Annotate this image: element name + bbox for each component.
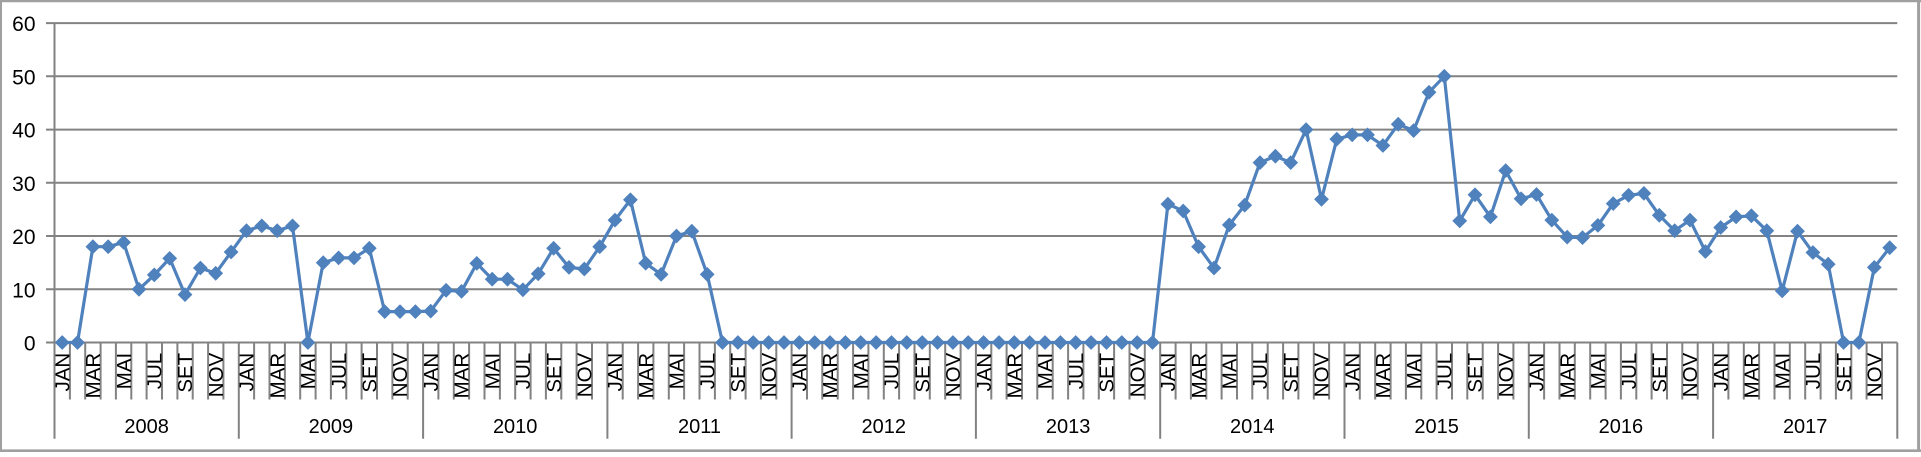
svg-text:2011: 2011 (678, 416, 721, 438)
svg-text:NOV: NOV (1311, 352, 1334, 397)
svg-text:NOV: NOV (1495, 352, 1518, 397)
svg-text:20: 20 (12, 226, 35, 249)
svg-text:NOV: NOV (205, 352, 228, 397)
svg-text:JAN: JAN (973, 353, 996, 392)
svg-text:SET: SET (174, 352, 197, 392)
svg-text:2015: 2015 (1414, 416, 1459, 438)
svg-text:MAI: MAI (666, 353, 689, 389)
svg-text:JAN: JAN (1526, 353, 1549, 392)
svg-text:MAI: MAI (481, 353, 504, 389)
svg-text:0: 0 (24, 333, 36, 356)
svg-text:JAN: JAN (1157, 353, 1180, 392)
svg-text:JAN: JAN (420, 353, 443, 392)
svg-text:NOV: NOV (1679, 352, 1702, 397)
svg-text:2013: 2013 (1046, 416, 1091, 438)
svg-text:SET: SET (727, 352, 750, 392)
svg-text:MAI: MAI (1587, 353, 1610, 389)
svg-text:SET: SET (1833, 352, 1856, 392)
svg-text:MAR: MAR (266, 353, 289, 399)
svg-text:2009: 2009 (309, 416, 354, 438)
svg-text:JUL: JUL (1618, 353, 1641, 389)
svg-text:2008: 2008 (124, 416, 169, 438)
svg-text:NOV: NOV (1864, 352, 1887, 397)
svg-text:SET: SET (1096, 352, 1119, 392)
svg-text:NOV: NOV (758, 352, 781, 397)
svg-text:JAN: JAN (1710, 353, 1733, 392)
svg-text:JAN: JAN (789, 353, 812, 392)
svg-text:NOV: NOV (389, 352, 412, 397)
svg-text:2010: 2010 (493, 416, 538, 438)
svg-text:40: 40 (12, 120, 35, 143)
svg-text:JUL: JUL (1434, 353, 1457, 389)
svg-text:MAR: MAR (1188, 353, 1211, 399)
svg-text:JUL: JUL (512, 353, 535, 389)
svg-text:SET: SET (911, 352, 934, 392)
svg-text:MAR: MAR (1004, 353, 1027, 399)
svg-text:MAI: MAI (1771, 353, 1794, 389)
svg-text:MAI: MAI (1219, 353, 1242, 389)
svg-text:MAR: MAR (1741, 353, 1764, 399)
svg-text:SET: SET (543, 352, 566, 392)
svg-text:MAI: MAI (850, 353, 873, 389)
svg-text:MAR: MAR (1372, 353, 1395, 399)
svg-text:MAR: MAR (1556, 353, 1579, 399)
svg-text:MAR: MAR (635, 353, 658, 399)
svg-text:JAN: JAN (51, 353, 74, 392)
svg-text:JAN: JAN (1341, 353, 1364, 392)
svg-text:SET: SET (1464, 352, 1487, 392)
svg-text:JUL: JUL (696, 353, 719, 389)
svg-text:MAI: MAI (1034, 353, 1057, 389)
svg-text:SET: SET (1649, 352, 1672, 392)
svg-text:2017: 2017 (1783, 416, 1828, 438)
svg-text:NOV: NOV (1126, 352, 1149, 397)
svg-text:50: 50 (12, 66, 35, 89)
svg-text:MAI: MAI (297, 353, 320, 389)
svg-text:JAN: JAN (236, 353, 259, 392)
svg-text:SET: SET (359, 352, 382, 392)
svg-text:10: 10 (12, 279, 35, 302)
svg-text:JUL: JUL (144, 353, 167, 389)
svg-text:MAI: MAI (1403, 353, 1426, 389)
svg-text:MAR: MAR (82, 353, 105, 399)
svg-text:MAR: MAR (451, 353, 474, 399)
svg-text:30: 30 (12, 173, 35, 196)
svg-text:NOV: NOV (942, 352, 965, 397)
svg-text:JAN: JAN (604, 353, 627, 392)
svg-text:MAI: MAI (113, 353, 136, 389)
svg-text:JUL: JUL (881, 353, 904, 389)
svg-text:60: 60 (12, 13, 35, 36)
svg-text:JUL: JUL (1249, 353, 1272, 389)
svg-text:JUL: JUL (1802, 353, 1825, 389)
svg-text:NOV: NOV (574, 352, 597, 397)
svg-text:MAR: MAR (819, 353, 842, 399)
svg-text:JUL: JUL (1065, 353, 1088, 389)
svg-text:2012: 2012 (862, 416, 907, 438)
svg-text:2016: 2016 (1599, 416, 1644, 438)
svg-text:JUL: JUL (328, 353, 351, 389)
svg-text:SET: SET (1280, 352, 1303, 392)
svg-text:2014: 2014 (1230, 416, 1275, 438)
